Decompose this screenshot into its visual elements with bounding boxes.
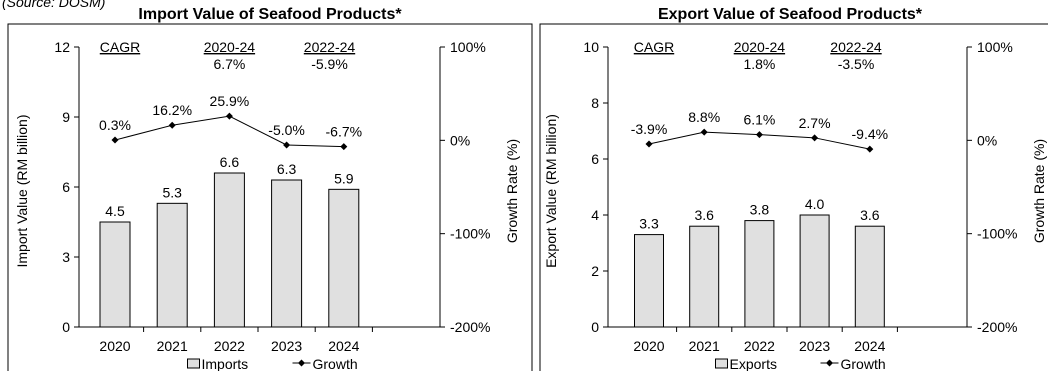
chart1-y2-axis-title: Growth Rate (%) <box>504 139 520 243</box>
chart1-bar-label: 4.5 <box>105 203 125 219</box>
chart2-growth-label: -3.9% <box>631 121 668 137</box>
chart1-cagr-period: 2020-24 <box>204 39 256 55</box>
chart2-bar <box>799 214 830 328</box>
chart2-growth-point <box>645 140 653 148</box>
chart2-y2-tick-label: -100% <box>977 226 1017 242</box>
chart2-bar <box>744 220 775 328</box>
chart1-x-tick-label: 2020 <box>99 338 130 354</box>
chart1-legend-label-bars: Imports <box>202 356 249 371</box>
chart2-growth-point <box>755 131 763 139</box>
chart1-y-tick-label: 6 <box>62 179 70 195</box>
chart2-legend-marker-growth <box>826 359 833 367</box>
chart1-growth-point <box>283 141 291 149</box>
chart1-legend-marker-growth <box>298 359 305 367</box>
chart2-bar <box>854 225 885 328</box>
chart2-cagr-period: 2022-24 <box>830 39 882 55</box>
chart1-growth-label: 16.2% <box>152 102 192 118</box>
chart2-growth-point <box>700 128 708 136</box>
chart1-y2-tick-label: -100% <box>450 226 490 242</box>
chart1-growth-label: -6.7% <box>326 124 363 140</box>
chart2-y-tick-label: 0 <box>591 319 599 335</box>
chart2-bar <box>689 225 720 328</box>
chart2-y-tick-label: 6 <box>591 151 599 167</box>
chart2-growth-label: -9.4% <box>852 126 889 142</box>
chart1-legend-label-growth: Growth <box>313 356 358 371</box>
chart1-x-tick-label: 2024 <box>328 338 359 354</box>
chart2-y-tick-label: 10 <box>583 39 599 55</box>
chart2-y2-tick-label: -200% <box>977 319 1017 335</box>
chart2-title: Export Value of Seafood Products* <box>658 6 923 23</box>
chart1-y-tick-label: 9 <box>62 109 70 125</box>
chart2-growth-label: 8.8% <box>688 109 720 125</box>
chart1-cagr-label: CAGR <box>100 39 140 55</box>
chart1-growth-point <box>225 112 233 120</box>
chart1-growth-point <box>111 136 119 144</box>
chart2-legend-label-growth: Growth <box>841 356 886 371</box>
source-note: (Source: DOSM) <box>2 0 106 10</box>
chart2-cagr-value: -3.5% <box>838 56 875 72</box>
chart2-y-axis-title: Export Value (RM billion) <box>543 114 559 268</box>
chart1-cagr-value: 6.7% <box>213 56 245 72</box>
chart2-growth-label: 6.1% <box>743 112 775 128</box>
chart1-title: Import Value of Seafood Products* <box>138 6 402 23</box>
chart2-y-tick-label: 4 <box>591 207 599 223</box>
chart2-x-tick-label: 2023 <box>799 338 830 354</box>
chart2-x-tick-label: 2020 <box>633 338 664 354</box>
chart2-bar-label: 3.6 <box>694 207 714 223</box>
chart1-bar <box>156 202 188 328</box>
chart1-bar-label: 5.3 <box>162 184 182 200</box>
chart1-x-tick-label: 2022 <box>214 338 245 354</box>
chart1-y2-tick-label: 100% <box>450 39 486 55</box>
chart1-y-axis-title: Import Value (RM billion) <box>14 114 30 267</box>
chart1-y2-tick-label: -200% <box>450 319 490 335</box>
chart2-x-tick-label: 2022 <box>744 338 775 354</box>
chart1-y-tick-label: 12 <box>54 39 70 55</box>
chart1-bar <box>328 188 360 328</box>
chart1-cagr-period: 2022-24 <box>304 39 356 55</box>
chart1-frame <box>7 23 533 371</box>
chart2-growth-point <box>866 145 874 153</box>
chart2-cagr-label: CAGR <box>634 39 674 55</box>
chart2-growth-point <box>811 134 819 142</box>
chart1-bar <box>213 172 245 328</box>
chart2-y2-tick-label: 100% <box>977 39 1013 55</box>
chart1-bar <box>99 221 131 328</box>
chart2-bar <box>634 234 664 328</box>
chart1-growth-label: -5.0% <box>268 122 305 138</box>
chart1-x-tick-label: 2021 <box>157 338 188 354</box>
chart2-bar-label: 4.0 <box>805 196 825 212</box>
chart2-legend-swatch-bars <box>715 358 728 369</box>
chart1-growth-point <box>340 143 348 151</box>
chart1-y-tick-label: 0 <box>62 319 70 335</box>
chart1-growth-line <box>114 115 344 148</box>
chart2-cagr-value: 1.8% <box>743 56 775 72</box>
chart1-growth-point <box>168 121 176 129</box>
chart2-growth-label: 2.7% <box>799 115 831 131</box>
chart2-x-tick-label: 2021 <box>689 338 720 354</box>
chart1-bar-label: 6.3 <box>277 161 297 177</box>
chart1-bar-label: 5.9 <box>334 170 354 186</box>
chart1-bar-label: 6.6 <box>220 154 240 170</box>
chart2-y-tick-label: 8 <box>591 95 599 111</box>
chart2-y2-tick-label: 0% <box>977 132 997 148</box>
chart2-y2-axis-title: Growth Rate (%) <box>1031 139 1047 243</box>
chart1-growth-label: 0.3% <box>99 117 131 133</box>
chart2-bar-label: 3.6 <box>860 207 880 223</box>
chart1-cagr-value: -5.9% <box>311 56 348 72</box>
chart2-bar-label: 3.8 <box>750 202 770 218</box>
chart1-growth-label: 25.9% <box>210 93 250 109</box>
chart2-x-tick-label: 2024 <box>854 338 885 354</box>
chart2-legend-label-bars: Exports <box>730 356 777 371</box>
chart2-frame <box>539 23 1048 371</box>
chart2-cagr-period: 2020-24 <box>734 39 786 55</box>
chart1-x-tick-label: 2023 <box>271 338 302 354</box>
chart1-legend-swatch-bars <box>187 358 200 369</box>
chart1-bar <box>271 179 303 328</box>
chart1-y2-tick-label: 0% <box>450 132 470 148</box>
chart2-bar-label: 3.3 <box>639 216 659 232</box>
chart2-y-tick-label: 2 <box>591 263 599 279</box>
chart1-y-tick-label: 3 <box>62 249 70 265</box>
